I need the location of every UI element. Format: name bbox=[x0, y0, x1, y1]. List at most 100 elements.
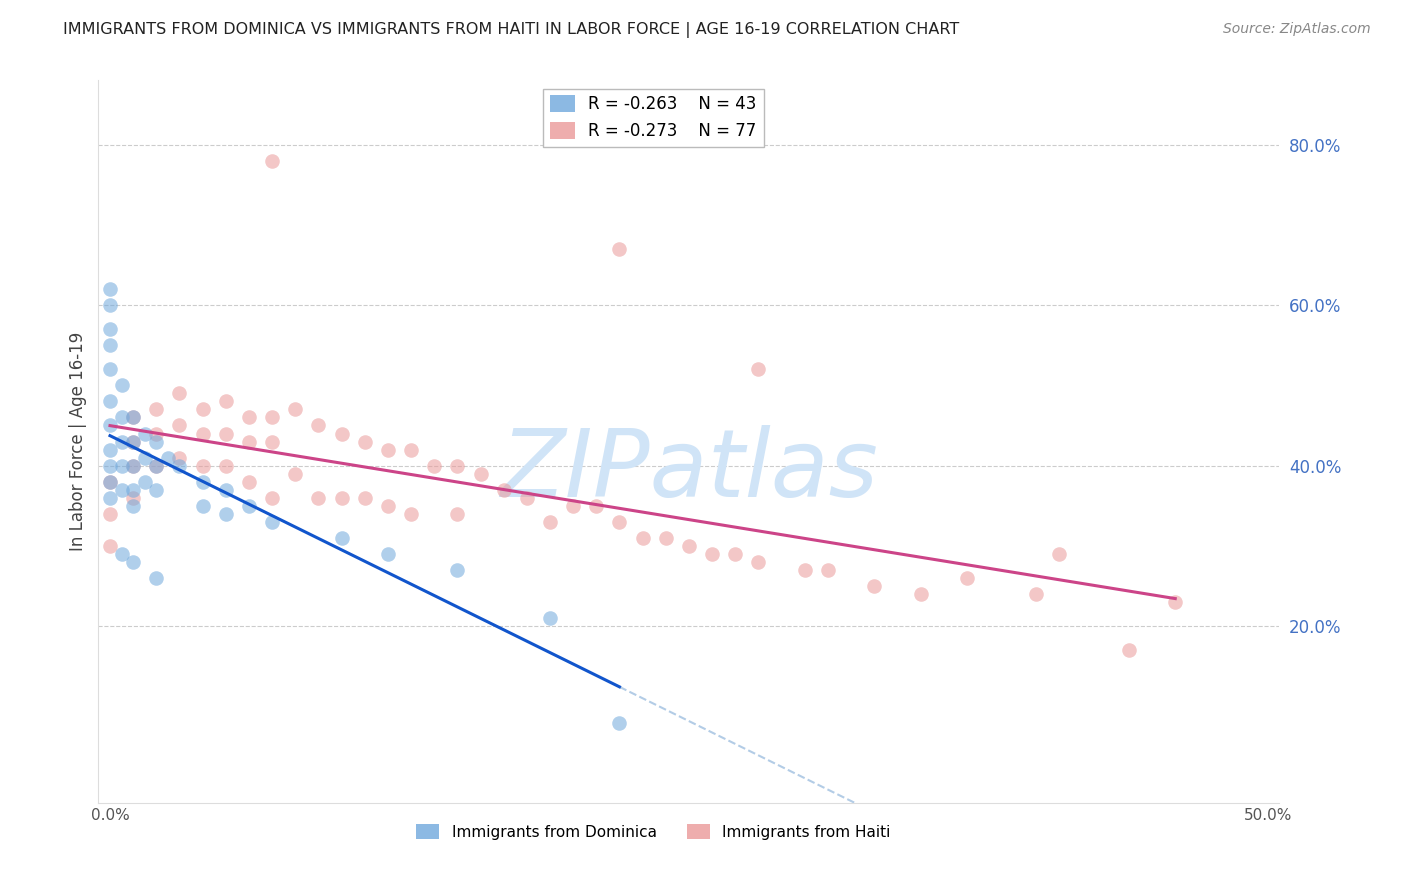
Point bbox=[262, 434, 284, 449]
Point bbox=[169, 458, 191, 473]
Point bbox=[678, 539, 700, 553]
Point bbox=[423, 458, 446, 473]
Point bbox=[145, 483, 167, 497]
Point bbox=[956, 571, 979, 585]
Point bbox=[609, 242, 631, 256]
Point bbox=[446, 507, 468, 521]
Point bbox=[1164, 595, 1187, 609]
Point bbox=[910, 587, 932, 601]
Point bbox=[134, 475, 156, 489]
Point bbox=[191, 426, 214, 441]
Point bbox=[1118, 643, 1140, 657]
Text: Source: ZipAtlas.com: Source: ZipAtlas.com bbox=[1223, 22, 1371, 37]
Point bbox=[238, 410, 260, 425]
Point bbox=[538, 611, 561, 625]
Point bbox=[122, 458, 145, 473]
Point bbox=[609, 515, 631, 529]
Point bbox=[98, 298, 121, 312]
Point bbox=[538, 515, 561, 529]
Point bbox=[238, 434, 260, 449]
Point bbox=[470, 467, 492, 481]
Point bbox=[399, 507, 422, 521]
Point bbox=[122, 491, 145, 505]
Point bbox=[330, 426, 353, 441]
Point bbox=[122, 483, 145, 497]
Point bbox=[122, 555, 145, 569]
Point bbox=[330, 531, 353, 545]
Point bbox=[863, 579, 886, 593]
Point bbox=[492, 483, 515, 497]
Point bbox=[191, 499, 214, 513]
Point bbox=[817, 563, 839, 577]
Point bbox=[98, 475, 121, 489]
Point bbox=[98, 507, 121, 521]
Point bbox=[169, 386, 191, 401]
Point bbox=[284, 467, 307, 481]
Point bbox=[98, 491, 121, 505]
Point bbox=[747, 362, 769, 376]
Point bbox=[585, 499, 607, 513]
Point bbox=[98, 322, 121, 336]
Point bbox=[191, 402, 214, 417]
Point bbox=[446, 458, 468, 473]
Point bbox=[169, 418, 191, 433]
Point bbox=[562, 499, 585, 513]
Point bbox=[122, 434, 145, 449]
Point bbox=[98, 362, 121, 376]
Point bbox=[169, 450, 191, 465]
Legend: Immigrants from Dominica, Immigrants from Haiti: Immigrants from Dominica, Immigrants fro… bbox=[411, 818, 897, 846]
Point bbox=[122, 434, 145, 449]
Point bbox=[631, 531, 654, 545]
Point bbox=[191, 475, 214, 489]
Point bbox=[98, 338, 121, 352]
Point bbox=[98, 539, 121, 553]
Point bbox=[191, 458, 214, 473]
Point bbox=[98, 475, 121, 489]
Point bbox=[110, 547, 132, 561]
Point bbox=[122, 410, 145, 425]
Point bbox=[262, 410, 284, 425]
Y-axis label: In Labor Force | Age 16-19: In Labor Force | Age 16-19 bbox=[69, 332, 87, 551]
Point bbox=[377, 547, 399, 561]
Point bbox=[122, 458, 145, 473]
Point bbox=[747, 555, 769, 569]
Point bbox=[609, 715, 631, 730]
Point bbox=[145, 434, 167, 449]
Point bbox=[110, 483, 132, 497]
Point bbox=[110, 378, 132, 392]
Point bbox=[446, 563, 468, 577]
Point bbox=[156, 450, 179, 465]
Point bbox=[215, 483, 238, 497]
Point bbox=[284, 402, 307, 417]
Point bbox=[238, 475, 260, 489]
Point bbox=[399, 442, 422, 457]
Point bbox=[793, 563, 815, 577]
Point bbox=[215, 507, 238, 521]
Point bbox=[1049, 547, 1071, 561]
Point bbox=[110, 434, 132, 449]
Point bbox=[122, 499, 145, 513]
Point bbox=[262, 491, 284, 505]
Point bbox=[98, 442, 121, 457]
Point bbox=[1025, 587, 1047, 601]
Point bbox=[98, 282, 121, 296]
Point bbox=[145, 458, 167, 473]
Point bbox=[238, 499, 260, 513]
Point bbox=[353, 434, 375, 449]
Point bbox=[145, 426, 167, 441]
Point bbox=[700, 547, 723, 561]
Point bbox=[215, 394, 238, 409]
Point bbox=[122, 410, 145, 425]
Point bbox=[215, 426, 238, 441]
Point bbox=[655, 531, 678, 545]
Text: IMMIGRANTS FROM DOMINICA VS IMMIGRANTS FROM HAITI IN LABOR FORCE | AGE 16-19 COR: IMMIGRANTS FROM DOMINICA VS IMMIGRANTS F… bbox=[63, 22, 959, 38]
Point bbox=[262, 153, 284, 168]
Point bbox=[134, 426, 156, 441]
Point bbox=[145, 571, 167, 585]
Point bbox=[377, 499, 399, 513]
Point bbox=[98, 458, 121, 473]
Point bbox=[262, 515, 284, 529]
Point bbox=[134, 450, 156, 465]
Point bbox=[330, 491, 353, 505]
Point bbox=[307, 418, 329, 433]
